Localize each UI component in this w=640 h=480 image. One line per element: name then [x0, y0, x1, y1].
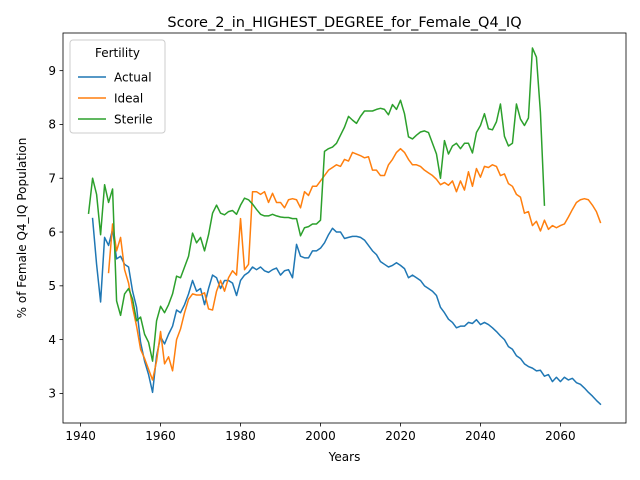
chart-title: Score_2_in_HIGHEST_DEGREE_for_Female_Q4_… — [167, 15, 521, 31]
legend-label-sterile: Sterile — [114, 112, 153, 126]
y-tick-label: 3 — [48, 387, 56, 401]
legend-items: Actual Ideal Sterile — [78, 70, 153, 126]
y-tick-label: 5 — [48, 279, 56, 293]
legend-title: Fertility — [95, 46, 140, 60]
legend-box — [69, 39, 166, 134]
legend-label-actual: Actual — [114, 70, 152, 84]
series-layer — [87, 47, 602, 406]
series-line-sterile — [87, 47, 546, 362]
series-line-ideal — [107, 147, 602, 381]
x-tick-label: 1980 — [225, 429, 256, 443]
x-tick-label: 1960 — [145, 429, 176, 443]
x-tick-label: 2020 — [385, 429, 416, 443]
x-axis-label: Years — [328, 450, 361, 464]
legend-label-ideal: Ideal — [114, 91, 143, 105]
x-tick-label: 1940 — [65, 429, 96, 443]
x-tick-label: 2000 — [305, 429, 336, 443]
y-tick-label: 8 — [48, 118, 56, 132]
y-tick-label: 6 — [48, 225, 56, 239]
legend: Fertility Actual Ideal Sterile — [69, 39, 166, 134]
y-axis-label: % of Female Q4_IQ Population — [15, 138, 29, 319]
plot-frame — [62, 32, 627, 424]
y-tick-label: 7 — [48, 172, 56, 186]
y-tick-label: 9 — [48, 64, 56, 78]
y-axis: 3 4 5 6 7 8 9 — [48, 64, 63, 401]
y-tick-label: 4 — [48, 333, 56, 347]
x-tick-label: 2040 — [465, 429, 496, 443]
series-line-actual — [91, 217, 602, 406]
x-axis: 1940 1960 1980 2000 2020 2040 2060 — [65, 423, 576, 443]
x-tick-label: 2060 — [545, 429, 576, 443]
